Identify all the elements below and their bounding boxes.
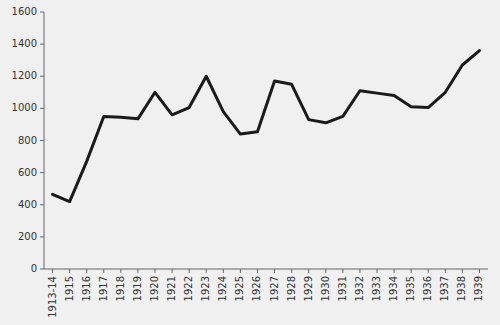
x-tick-label: 1935 [405,276,416,301]
y-tick-label: 1400 [12,38,37,49]
x-tick-label: 1925 [234,276,245,301]
x-tick [291,269,292,273]
x-tick-label: 1937 [439,276,450,301]
y-tick-label: 200 [18,231,37,242]
y-tick [40,76,44,77]
y-tick [40,172,44,173]
x-tick [411,269,412,273]
x-tick [257,269,258,273]
x-tick [325,269,326,273]
y-tick [40,269,44,270]
y-tick-label: 1200 [12,70,37,81]
x-tick-label: 1921 [166,276,177,301]
x-tick-label: 1923 [200,276,211,301]
x-tick-label: 1915 [64,276,75,301]
x-tick-label: 1932 [354,276,365,301]
x-tick [445,269,446,273]
x-tick [172,269,173,273]
plot-area [53,51,480,202]
x-tick [155,269,156,273]
x-tick-label: 1919 [132,276,143,301]
y-tick-label: 800 [18,135,37,146]
x-tick-label: 1917 [98,276,109,301]
x-tick-label: 1933 [371,276,382,301]
x-tick-label: 1927 [269,276,280,301]
x-tick [240,269,241,273]
x-tick-label: 1918 [115,276,126,301]
y-tick [40,236,44,237]
x-tick-label: 1929 [303,276,314,301]
x-tick [479,269,480,273]
y-tick [40,12,44,13]
x-tick-label: 1931 [337,276,348,301]
x-tick [359,269,360,273]
x-tick-label: 1936 [422,276,433,301]
x-tick [69,269,70,273]
x-tick [120,269,121,273]
y-tick-label: 600 [18,167,37,178]
x-tick [308,269,309,273]
x-tick [462,269,463,273]
x-tick [394,269,395,273]
y-tick-label: 1600 [12,6,37,17]
chart-container: 0 200 400 600 800 1000 1200 1400 1600 1913-14 1915… [0,0,500,325]
x-axis-line [44,269,488,270]
x-tick-label: 1934 [388,276,399,301]
x-tick [223,269,224,273]
x-tick [103,269,104,273]
x-tick [137,269,138,273]
x-tick [206,269,207,273]
y-tick [40,44,44,45]
x-tick-label: 1924 [217,276,228,301]
x-tick-label: 1926 [251,276,262,301]
line [53,51,480,202]
y-tick [40,204,44,205]
x-tick [189,269,190,273]
x-tick [377,269,378,273]
y-tick [40,108,44,109]
x-tick-label: 1928 [286,276,297,301]
x-tick-label: 1922 [183,276,194,301]
x-tick-label: 1938 [456,276,467,301]
y-tick-label: 400 [18,199,37,210]
x-tick-label: 1930 [320,276,331,301]
x-tick-label: 1920 [149,276,160,301]
y-tick [40,140,44,141]
x-tick-label: 1939 [473,276,484,301]
y-tick-label: 0 [31,263,37,274]
x-tick [86,269,87,273]
x-tick [274,269,275,273]
x-tick [428,269,429,273]
x-tick-label: 1916 [81,276,92,301]
x-tick-label: 1913-14 [47,276,58,318]
chart: 0 200 400 600 800 1000 1200 1400 1600 1913-14 1915… [0,0,500,325]
x-tick [342,269,343,273]
y-tick-label: 1000 [12,102,37,113]
x-tick [52,269,53,273]
